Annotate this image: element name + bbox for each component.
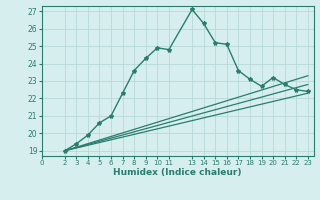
X-axis label: Humidex (Indice chaleur): Humidex (Indice chaleur) bbox=[113, 168, 242, 177]
